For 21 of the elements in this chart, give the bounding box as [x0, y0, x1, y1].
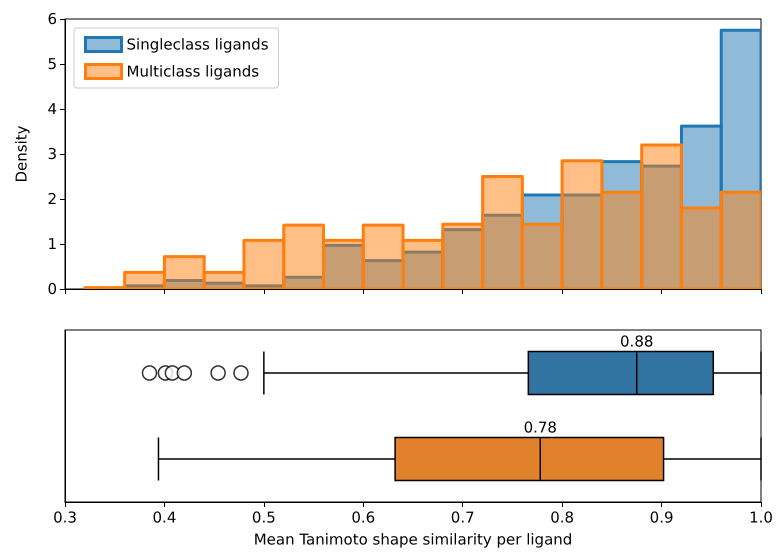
- x-tick-label: 0.4: [152, 508, 176, 526]
- y-tick-label: 1: [47, 235, 57, 253]
- y-tick-label: 3: [47, 145, 57, 163]
- x-axis-title: Mean Tanimoto shape similarity per ligand: [254, 530, 572, 548]
- legend-label: Multiclass ligands: [126, 62, 260, 80]
- x-tick-label: 0.9: [650, 508, 674, 526]
- y-tick-label: 2: [47, 190, 57, 208]
- annotation: 0.88: [620, 332, 654, 350]
- x-tick-label: 0.5: [252, 508, 276, 526]
- legend-label: Singleclass ligands: [126, 36, 269, 54]
- y-axis-title: Density: [12, 125, 30, 183]
- y-tick-label: 5: [47, 55, 57, 73]
- x-tick-label: 1.0: [749, 508, 773, 526]
- x-tick-label: 0.7: [450, 508, 475, 526]
- x-tick-label: 0.3: [53, 508, 77, 526]
- y-tick-label: 0: [47, 280, 57, 298]
- y-tick-label: 4: [47, 100, 57, 118]
- x-tick-label: 0.6: [351, 508, 376, 526]
- x-tick-label: 0.8: [550, 508, 574, 526]
- y-tick-label: 6: [47, 10, 57, 28]
- annotation: 0.78: [524, 418, 557, 436]
